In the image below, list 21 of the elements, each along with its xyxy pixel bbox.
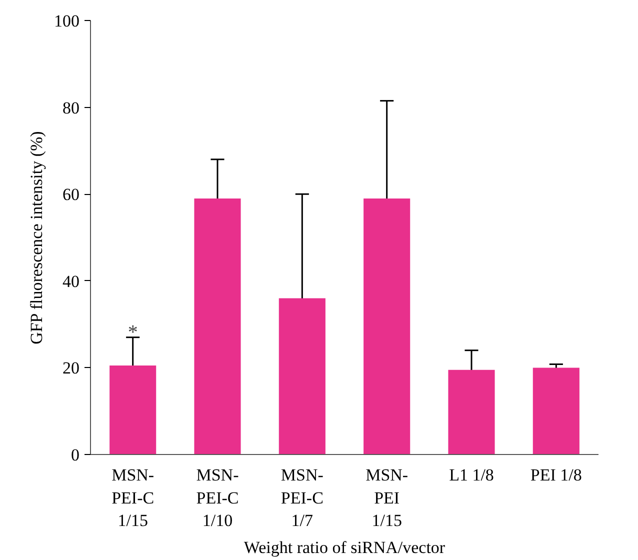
y-tick-label: 40 — [62, 272, 80, 291]
x-tick-label: MSN- PEI 1/15 — [366, 466, 408, 530]
y-axis-title: GFP fluorescence intensity (%) — [27, 131, 46, 344]
bar — [364, 198, 410, 454]
y-tick-label: 20 — [62, 358, 80, 378]
y-tick-label: 60 — [62, 185, 80, 204]
x-tick-label: MSN- PEI-C 1/10 — [196, 466, 240, 530]
x-tick-label: PEI 1/8 — [530, 466, 582, 484]
y-tick-label: 80 — [62, 98, 80, 118]
y-tick-label: 100 — [54, 12, 80, 30]
bar — [532, 368, 580, 454]
x-axis-title: Weight ratio of siRNA/vector — [244, 538, 446, 558]
x-tick-label: L1 1/8 — [449, 466, 494, 484]
x-tick-label: MSN- PEI-C 1/15 — [112, 466, 154, 530]
bar — [110, 366, 156, 454]
bar — [194, 198, 241, 454]
annotation: * — [128, 321, 138, 344]
bar — [278, 298, 326, 454]
x-tick-label: MSN- PEI-C 1/7 — [280, 466, 324, 530]
y-tick-label: 0 — [71, 446, 80, 464]
bar — [448, 370, 495, 454]
